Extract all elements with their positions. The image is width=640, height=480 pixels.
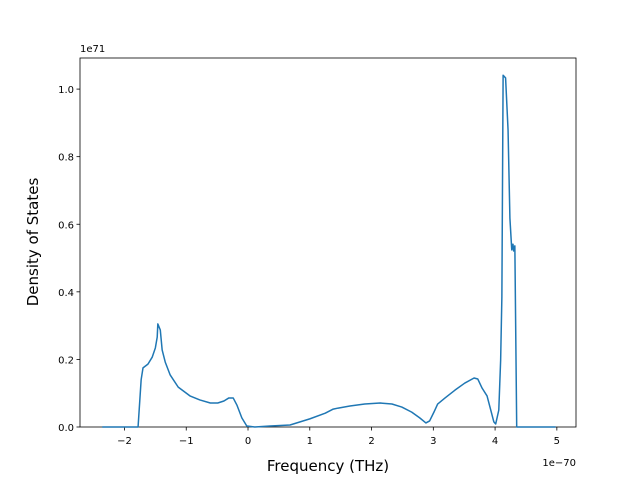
x-tick-label: 0 bbox=[245, 436, 251, 447]
x-tick-label: −1 bbox=[179, 436, 194, 447]
x-tick-label: 5 bbox=[554, 436, 560, 447]
y-tick-label: 0.6 bbox=[58, 220, 74, 231]
x-axis-label: Frequency (THz) bbox=[267, 457, 389, 475]
y-tick-label: 0.0 bbox=[58, 423, 74, 434]
x-tick-label: 2 bbox=[368, 436, 374, 447]
y-tick-label: 0.8 bbox=[58, 153, 74, 164]
y-tick-label: 0.4 bbox=[58, 288, 74, 299]
y-axis-label: Density of States bbox=[24, 178, 42, 307]
y-tick-label: 1.0 bbox=[58, 85, 74, 96]
axes-frame bbox=[79, 57, 577, 428]
x-tick-label: 4 bbox=[492, 436, 498, 447]
dos-line bbox=[102, 74, 556, 428]
x-offset-label: 1e−70 bbox=[542, 458, 576, 469]
x-tick-label: 3 bbox=[430, 436, 436, 447]
y-tick-label: 0.2 bbox=[58, 355, 74, 366]
x-tick-label: 1 bbox=[307, 436, 313, 447]
x-tick-label: −2 bbox=[117, 436, 132, 447]
y-offset-label: 1e71 bbox=[80, 44, 105, 55]
